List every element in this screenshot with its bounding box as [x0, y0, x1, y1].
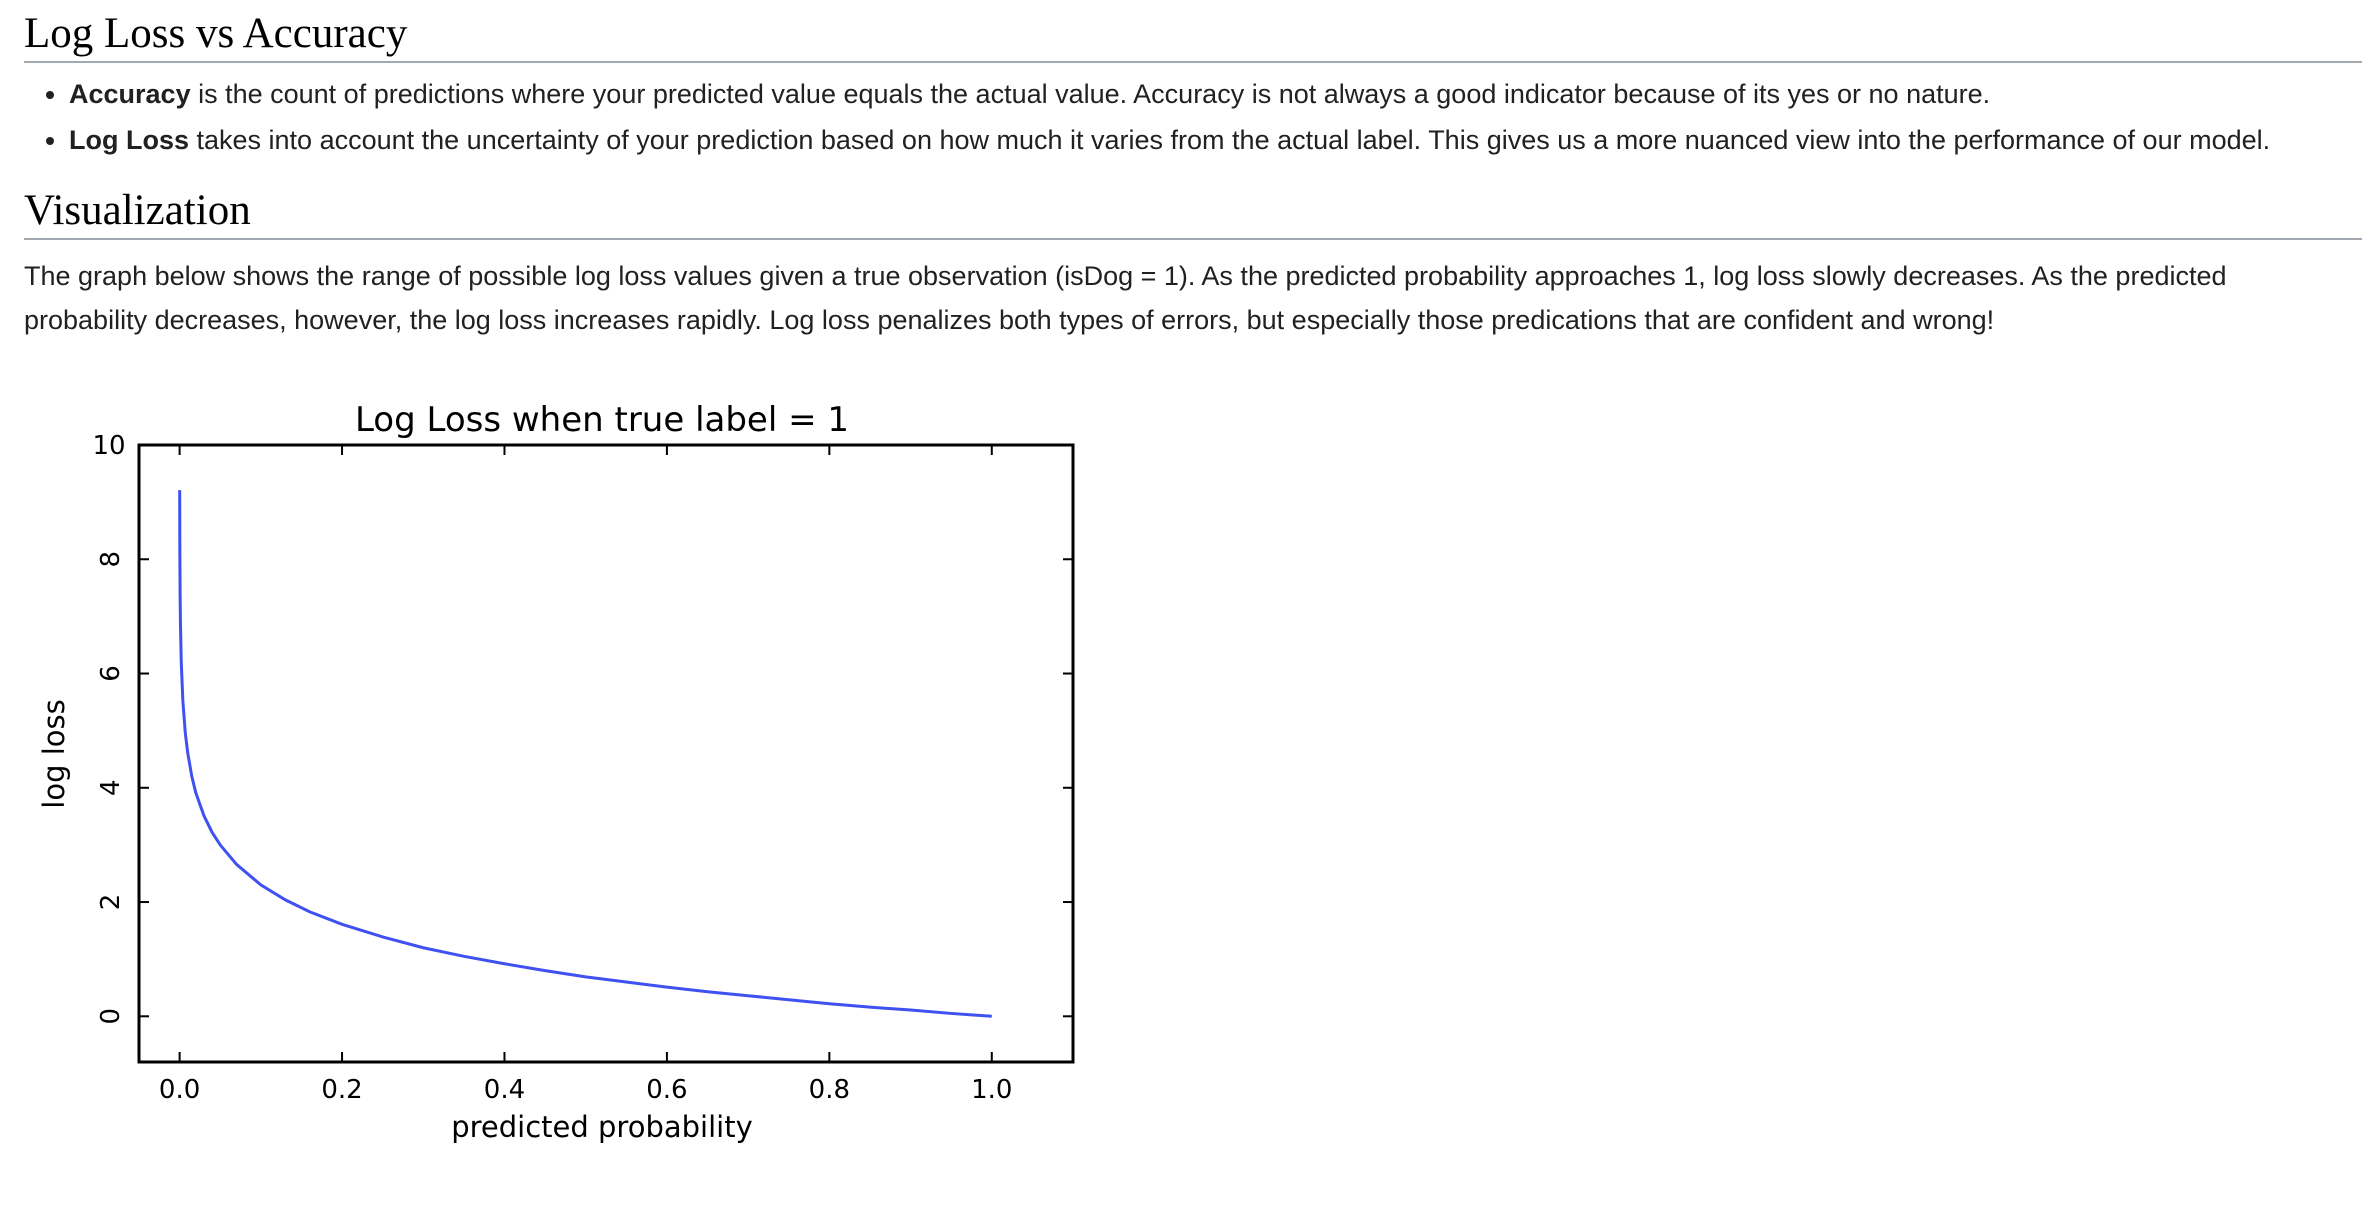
bullet-dot-icon [46, 91, 54, 99]
definition-accuracy: is the count of predictions where your p… [190, 79, 1991, 109]
section-heading-log-loss-vs-accuracy: Log Loss vs Accuracy [24, 9, 2362, 63]
y-tick-label: 0 [96, 1008, 126, 1025]
bullet-list-wrapper: Accuracy is the count of predictions whe… [24, 71, 2362, 163]
x-tick-label: 0.0 [159, 1075, 200, 1105]
y-axis-label: log loss [37, 699, 71, 808]
series-line-log-loss [178, 490, 992, 1018]
x-tick-label: 0.8 [809, 1075, 850, 1105]
bullet-dot-icon [46, 137, 54, 145]
y-tick-label: 6 [96, 665, 126, 682]
chart-title: Log Loss when true label = 1 [355, 400, 849, 440]
log-loss-chart: Log Loss when true label = 1 predicted p… [24, 385, 1084, 1175]
x-tick-label: 1.0 [971, 1075, 1012, 1105]
article-content: Log Loss vs Accuracy Accuracy is the cou… [24, 0, 2362, 342]
plot-frame [137, 443, 1075, 1064]
y-tick-label: 2 [96, 894, 126, 911]
chart-container: Log Loss when true label = 1 predicted p… [24, 385, 1084, 1175]
chart-background [24, 385, 1084, 1175]
list-item-log-loss: Log Loss takes into account the uncertai… [24, 117, 2362, 163]
term-accuracy: Accuracy [69, 79, 191, 109]
x-tick-label: 0.2 [321, 1075, 362, 1105]
section-heading-visualization: Visualization [24, 186, 2362, 240]
term-log-loss: Log Loss [69, 125, 189, 155]
axes-group: 0.0 0.2 0.4 0.6 0.8 1.0 0 2 4 6 8 10 [92, 431, 1073, 1105]
x-tick-label: 0.6 [646, 1075, 687, 1105]
x-axis-label: predicted probability [451, 1110, 753, 1144]
y-tick-label: 8 [96, 551, 126, 568]
definition-log-loss: takes into account the uncertainty of yo… [189, 125, 2271, 155]
visualization-paragraph: The graph below shows the range of possi… [24, 261, 2227, 335]
list-item-accuracy: Accuracy is the count of predictions whe… [24, 71, 2362, 117]
y-tick-label: 10 [92, 431, 125, 461]
bullet-list: Accuracy is the count of predictions whe… [24, 71, 2362, 163]
y-tick-label: 4 [96, 780, 126, 797]
x-tick-label: 0.4 [484, 1075, 525, 1105]
